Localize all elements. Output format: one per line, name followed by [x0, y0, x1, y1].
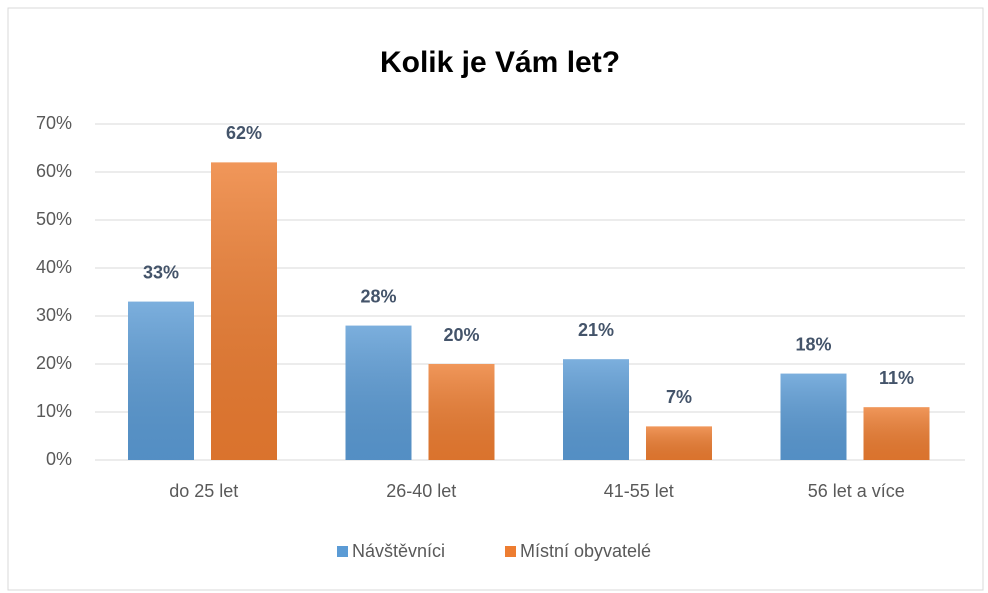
- bar-shade: [646, 426, 712, 460]
- value-label: 28%: [360, 286, 396, 306]
- x-tick-label: 26-40 let: [386, 481, 456, 501]
- legend-swatch: [337, 546, 348, 557]
- value-label: 11%: [879, 368, 914, 388]
- y-tick-label: 50%: [36, 209, 72, 229]
- value-label: 62%: [226, 123, 262, 143]
- y-tick-label: 70%: [36, 113, 72, 133]
- bar-shade: [780, 373, 847, 460]
- value-label: 20%: [443, 325, 479, 345]
- value-label: 21%: [578, 320, 614, 340]
- bar-shade: [345, 325, 412, 460]
- x-tick-label: do 25 let: [169, 481, 238, 501]
- y-tick-label: 20%: [36, 353, 72, 373]
- y-tick-label: 0%: [46, 449, 72, 469]
- value-label: 7%: [666, 387, 692, 407]
- bar-shade: [563, 359, 629, 460]
- y-tick-label: 60%: [36, 161, 72, 181]
- y-tick-label: 10%: [36, 401, 72, 421]
- legend-swatch: [505, 546, 516, 557]
- bar-shade: [428, 364, 495, 460]
- bar-shade: [211, 162, 277, 460]
- chart-frame: [7, 7, 984, 591]
- chart-title: Kolik je Vám let?: [380, 46, 620, 79]
- x-tick-label: 56 let a více: [808, 481, 905, 501]
- bar-shade: [128, 301, 194, 460]
- y-tick-label: 40%: [36, 257, 72, 277]
- value-label: 33%: [143, 262, 179, 282]
- y-tick-label: 30%: [36, 305, 72, 325]
- legend-label: Místní obyvatelé: [520, 541, 651, 561]
- bar-shade: [863, 407, 930, 460]
- value-label: 18%: [795, 334, 831, 354]
- legend-label: Návštěvníci: [352, 541, 445, 561]
- x-tick-label: 41-55 let: [604, 481, 674, 501]
